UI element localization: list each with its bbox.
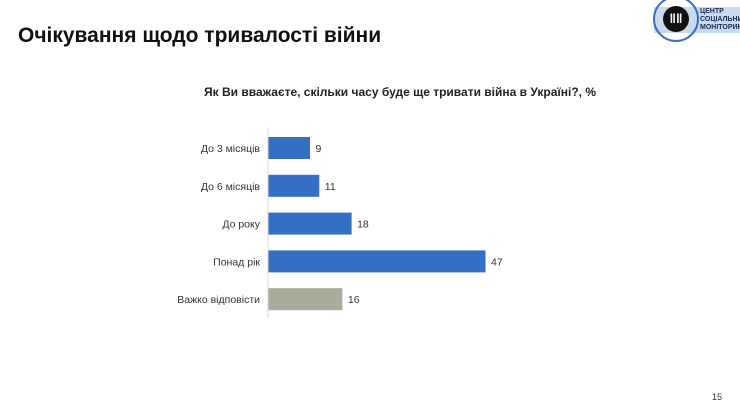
bar — [268, 174, 320, 197]
data-label: 16 — [348, 294, 360, 306]
slide-title: Очікування щодо тривалості війни — [18, 24, 382, 47]
category-label: До року — [222, 219, 260, 231]
bar — [268, 212, 352, 235]
logo-text: ЦЕНТР СОЦІАЛЬНИЙ МОНІТОРИНГ — [700, 8, 740, 31]
page-number: 15 — [711, 392, 722, 402]
data-label: 47 — [491, 256, 503, 268]
logo-ring — [653, 0, 699, 42]
category-label: Важко відповісти — [177, 294, 260, 306]
category-label: До 6 місяців — [201, 181, 261, 193]
data-label: 11 — [325, 181, 336, 193]
category-label: Понад рік — [213, 256, 260, 268]
bar — [268, 250, 486, 273]
logo-emblem-icon: ǁǁ — [663, 6, 689, 32]
logo: ǁǁ ЦЕНТР СОЦІАЛЬНИЙ МОНІТОРИНГ — [648, 0, 740, 44]
category-label: До 3 місяців — [201, 143, 261, 155]
data-label: 9 — [316, 143, 322, 155]
bar — [268, 137, 311, 159]
data-label: 18 — [357, 219, 369, 231]
chart-title: Як Ви вважаєте, скільки часу буде ще три… — [204, 85, 596, 99]
bar — [268, 288, 343, 311]
